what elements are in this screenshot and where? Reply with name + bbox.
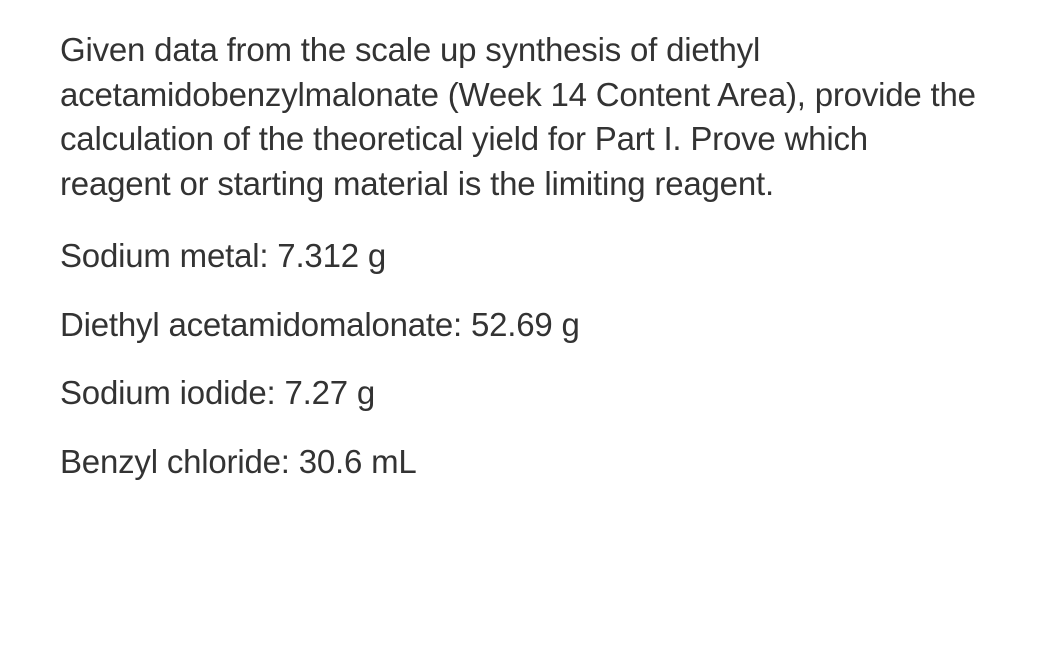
data-line-diethyl-acetamidomalonate: Diethyl acetamidomalonate: 52.69 g <box>60 303 982 348</box>
data-line-benzyl-chloride: Benzyl chloride: 30.6 mL <box>60 440 982 485</box>
data-line-sodium-metal: Sodium metal: 7.312 g <box>60 234 982 279</box>
question-paragraph: Given data from the scale up synthesis o… <box>60 28 982 206</box>
data-line-sodium-iodide: Sodium iodide: 7.27 g <box>60 371 982 416</box>
